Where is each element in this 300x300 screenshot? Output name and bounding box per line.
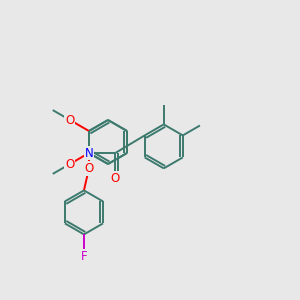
Text: F: F [81,250,87,262]
Text: O: O [111,172,120,184]
Text: O: O [65,113,74,127]
Text: N: N [85,146,93,160]
Text: O: O [65,158,74,170]
Text: O: O [84,162,94,175]
